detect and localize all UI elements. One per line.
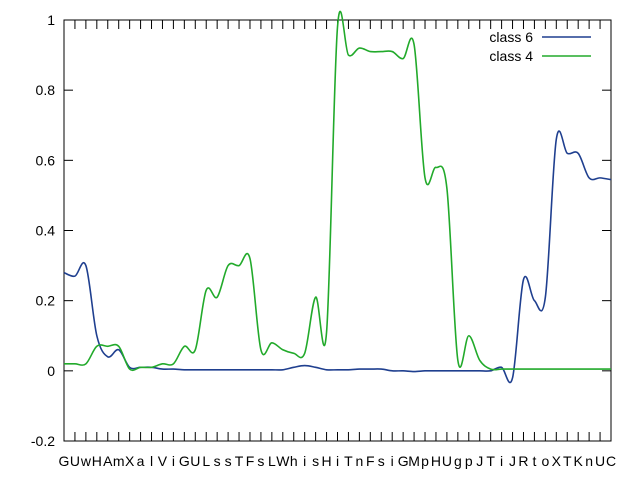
y-tick-label: 0.4 (36, 223, 56, 239)
x-tick-label: s (214, 453, 221, 469)
x-tick-label: T (235, 453, 244, 469)
x-tick-label: X (552, 453, 562, 469)
x-tick-label: K (574, 453, 584, 469)
x-tick-label: G (398, 453, 409, 469)
x-tick-label: A (103, 453, 113, 469)
x-tick-label: H (92, 453, 102, 469)
x-tick-label: W (276, 453, 290, 469)
x-tick-label: s (378, 453, 385, 469)
y-tick-label: 0.8 (36, 82, 56, 98)
x-tick-label: U (190, 453, 200, 469)
y-tick-label: 0 (47, 363, 55, 379)
x-tick-label: w (80, 453, 92, 469)
x-tick-label: n (585, 453, 593, 469)
x-tick-label: i (500, 453, 503, 469)
x-tick-label: n (355, 453, 363, 469)
x-tick-label: t (532, 453, 536, 469)
x-tick-label: m (113, 453, 125, 469)
x-tick-label: F (366, 453, 375, 469)
series-line-class-6 (63, 130, 612, 384)
x-tick-label: H (321, 453, 331, 469)
y-tick-label: 0.2 (36, 293, 56, 309)
y-tick-label: 0.6 (36, 152, 56, 168)
x-tick-label: s (225, 453, 232, 469)
x-tick-label: p (421, 453, 429, 469)
legend-label-class-6: class 6 (489, 29, 533, 45)
x-tick-label: R (518, 453, 528, 469)
x-tick-label: G (59, 453, 70, 469)
plot-area (63, 19, 612, 442)
x-tick-label: T (344, 453, 353, 469)
x-tick-label: J (509, 453, 516, 469)
series-line-class-4 (63, 10, 611, 372)
x-tick-label: o (541, 453, 549, 469)
x-tick-label: i (336, 453, 339, 469)
x-tick-label: X (125, 453, 135, 469)
x-tick-label: U (595, 453, 605, 469)
x-tick-label: i (391, 453, 394, 469)
series-layer (63, 10, 612, 384)
y-tick-label: -0.2 (31, 433, 55, 449)
legend: class 6 class 4 (489, 29, 591, 64)
x-tick-label: i (172, 453, 175, 469)
x-tick-label: T (486, 453, 495, 469)
x-tick-label: s (312, 453, 319, 469)
x-tick-label: T (563, 453, 572, 469)
x-tick-label: C (606, 453, 616, 469)
x-tick-label: g (454, 453, 462, 469)
x-tick-label: J (476, 453, 483, 469)
x-tick-label: L (202, 453, 210, 469)
plot-frame (63, 19, 612, 442)
legend-label-class-4: class 4 (489, 48, 533, 64)
y-axis: -0.2 0 0.2 0.4 0.6 0.8 1 (31, 12, 611, 449)
y-tick-label: 1 (47, 12, 55, 28)
x-tick-label: s (257, 453, 264, 469)
x-tick-label: a (137, 453, 145, 469)
x-tick-label: H (431, 453, 441, 469)
x-tick-label: l (150, 453, 153, 469)
x-tick-label: U (70, 453, 80, 469)
x-tick-label: h (290, 453, 298, 469)
x-tick-label: U (442, 453, 452, 469)
x-tick-label: V (158, 453, 168, 469)
x-tick-label: p (465, 453, 473, 469)
x-tick-label: L (268, 453, 276, 469)
x-tick-label: i (303, 453, 306, 469)
x-tick-label: M (408, 453, 420, 469)
x-tick-label: F (246, 453, 255, 469)
x-tick-label: G (179, 453, 190, 469)
